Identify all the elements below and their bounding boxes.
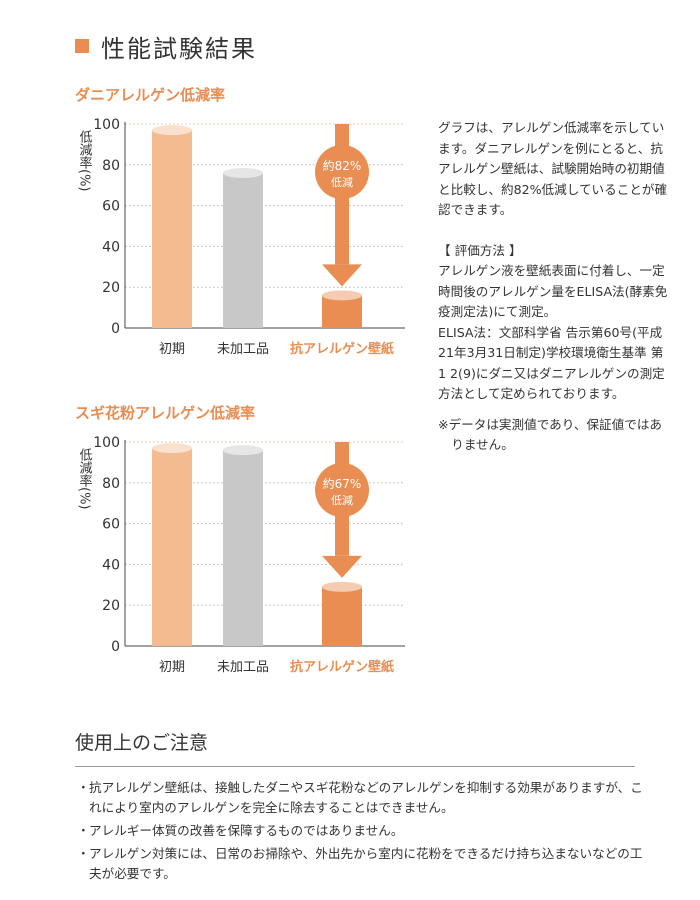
page-header: 性能試験結果: [75, 28, 257, 64]
y-tick-label: 100: [93, 435, 120, 451]
bullet-icon: ・: [77, 846, 90, 861]
reduction-label: 約67%: [323, 476, 362, 491]
bar: [223, 450, 263, 646]
x-tick-label: 初期: [159, 342, 185, 357]
data-note: ※データは実測値であり、保証値ではありません。: [438, 416, 663, 453]
caution-item: ・抗アレルゲン壁紙は、接触したダニやスギ花粉などのアレルゲンを抑制する効果があり…: [75, 778, 645, 818]
caution-item-text: アレルゲン対策には、日常のお掃除や、外出先から室内に花粉をできるだけ持ち込まない…: [89, 846, 643, 881]
y-tick-label: 100: [93, 117, 120, 133]
page-title: 性能試験結果: [101, 34, 257, 63]
cedar-chart-title: スギ花粉アレルゲン低減率: [75, 404, 256, 422]
y-tick-label: 0: [111, 321, 120, 337]
caution-item: ・アレルゲン対策には、日常のお掃除や、外出先から室内に花粉をできるだけ持ち込まな…: [75, 844, 645, 884]
x-tick-label: 抗アレルゲン壁紙: [290, 659, 394, 675]
x-tick-label: 抗アレルゲン壁紙: [290, 341, 394, 357]
bar: [322, 295, 362, 328]
bullet-icon: ・: [77, 780, 90, 795]
y-axis-label: 低減率(%): [77, 130, 93, 192]
header-square-icon: [75, 39, 89, 53]
y-tick-label: 80: [102, 476, 120, 492]
method-heading: 【 評価方法 】: [438, 242, 522, 258]
bar-top: [223, 167, 263, 178]
description-text: グラフは、アレルゲン低減率を示しています。ダニアレルゲンを例にとると、抗アレルゲ…: [438, 120, 668, 217]
y-tick-label: 0: [111, 639, 120, 655]
y-tick-label: 20: [102, 598, 120, 614]
caution-item-text: アレルギー体質の改善を保障するものではありません。: [89, 823, 404, 838]
bar: [223, 172, 263, 328]
y-tick-label: 20: [102, 280, 120, 296]
x-tick-label: 未加工品: [217, 660, 269, 675]
reduction-arrow-head: [322, 555, 362, 578]
reduction-badge: [315, 463, 369, 517]
caution-item-text: 抗アレルゲン壁紙は、接触したダニやスギ花粉などのアレルゲンを抑制する効果がありま…: [89, 780, 643, 815]
reduction-arrow-head: [322, 264, 362, 287]
bullet-icon: ・: [77, 823, 90, 838]
bar: [152, 448, 192, 646]
caution-title: 使用上のご注意: [75, 732, 209, 754]
bar: [322, 586, 362, 646]
caution-divider: [75, 766, 635, 767]
bar-top: [322, 581, 362, 592]
y-tick-label: 40: [102, 557, 120, 573]
bar-top: [152, 443, 192, 454]
y-tick-label: 60: [102, 517, 120, 533]
y-axis-label: 低減率(%): [77, 448, 93, 510]
reduction-badge: [315, 145, 369, 199]
bar-top: [322, 290, 362, 301]
y-tick-label: 40: [102, 239, 120, 255]
description-panel: グラフは、アレルゲン低減率を示しています。ダニアレルゲンを例にとると、抗アレルゲ…: [438, 118, 668, 456]
y-tick-label: 60: [102, 199, 120, 215]
method-text: アレルゲン液を壁紙表面に付着し、一定時間後のアレルゲン量をELISA法(酵素免疫…: [438, 263, 668, 319]
x-tick-label: 未加工品: [217, 342, 269, 357]
reduction-label: 低減: [331, 175, 353, 189]
elisa-text: ELISA法：文部科学省 告示第60号(平成21年3月31日制定)学校環境衛生基…: [438, 324, 665, 402]
reduction-label: 約82%: [323, 158, 362, 173]
bar-top: [152, 125, 192, 136]
bar-top: [223, 445, 263, 456]
y-tick-label: 80: [102, 158, 120, 174]
reduction-label: 低減: [331, 493, 353, 507]
bar: [152, 130, 192, 328]
caution-list: ・抗アレルゲン壁紙は、接触したダニやスギ花粉などのアレルゲンを抑制する効果があり…: [75, 778, 645, 887]
caution-item: ・アレルギー体質の改善を保障するものではありません。: [75, 821, 645, 841]
mite-chart-title: ダニアレルゲン低減率: [75, 86, 226, 104]
x-tick-label: 初期: [159, 660, 185, 675]
